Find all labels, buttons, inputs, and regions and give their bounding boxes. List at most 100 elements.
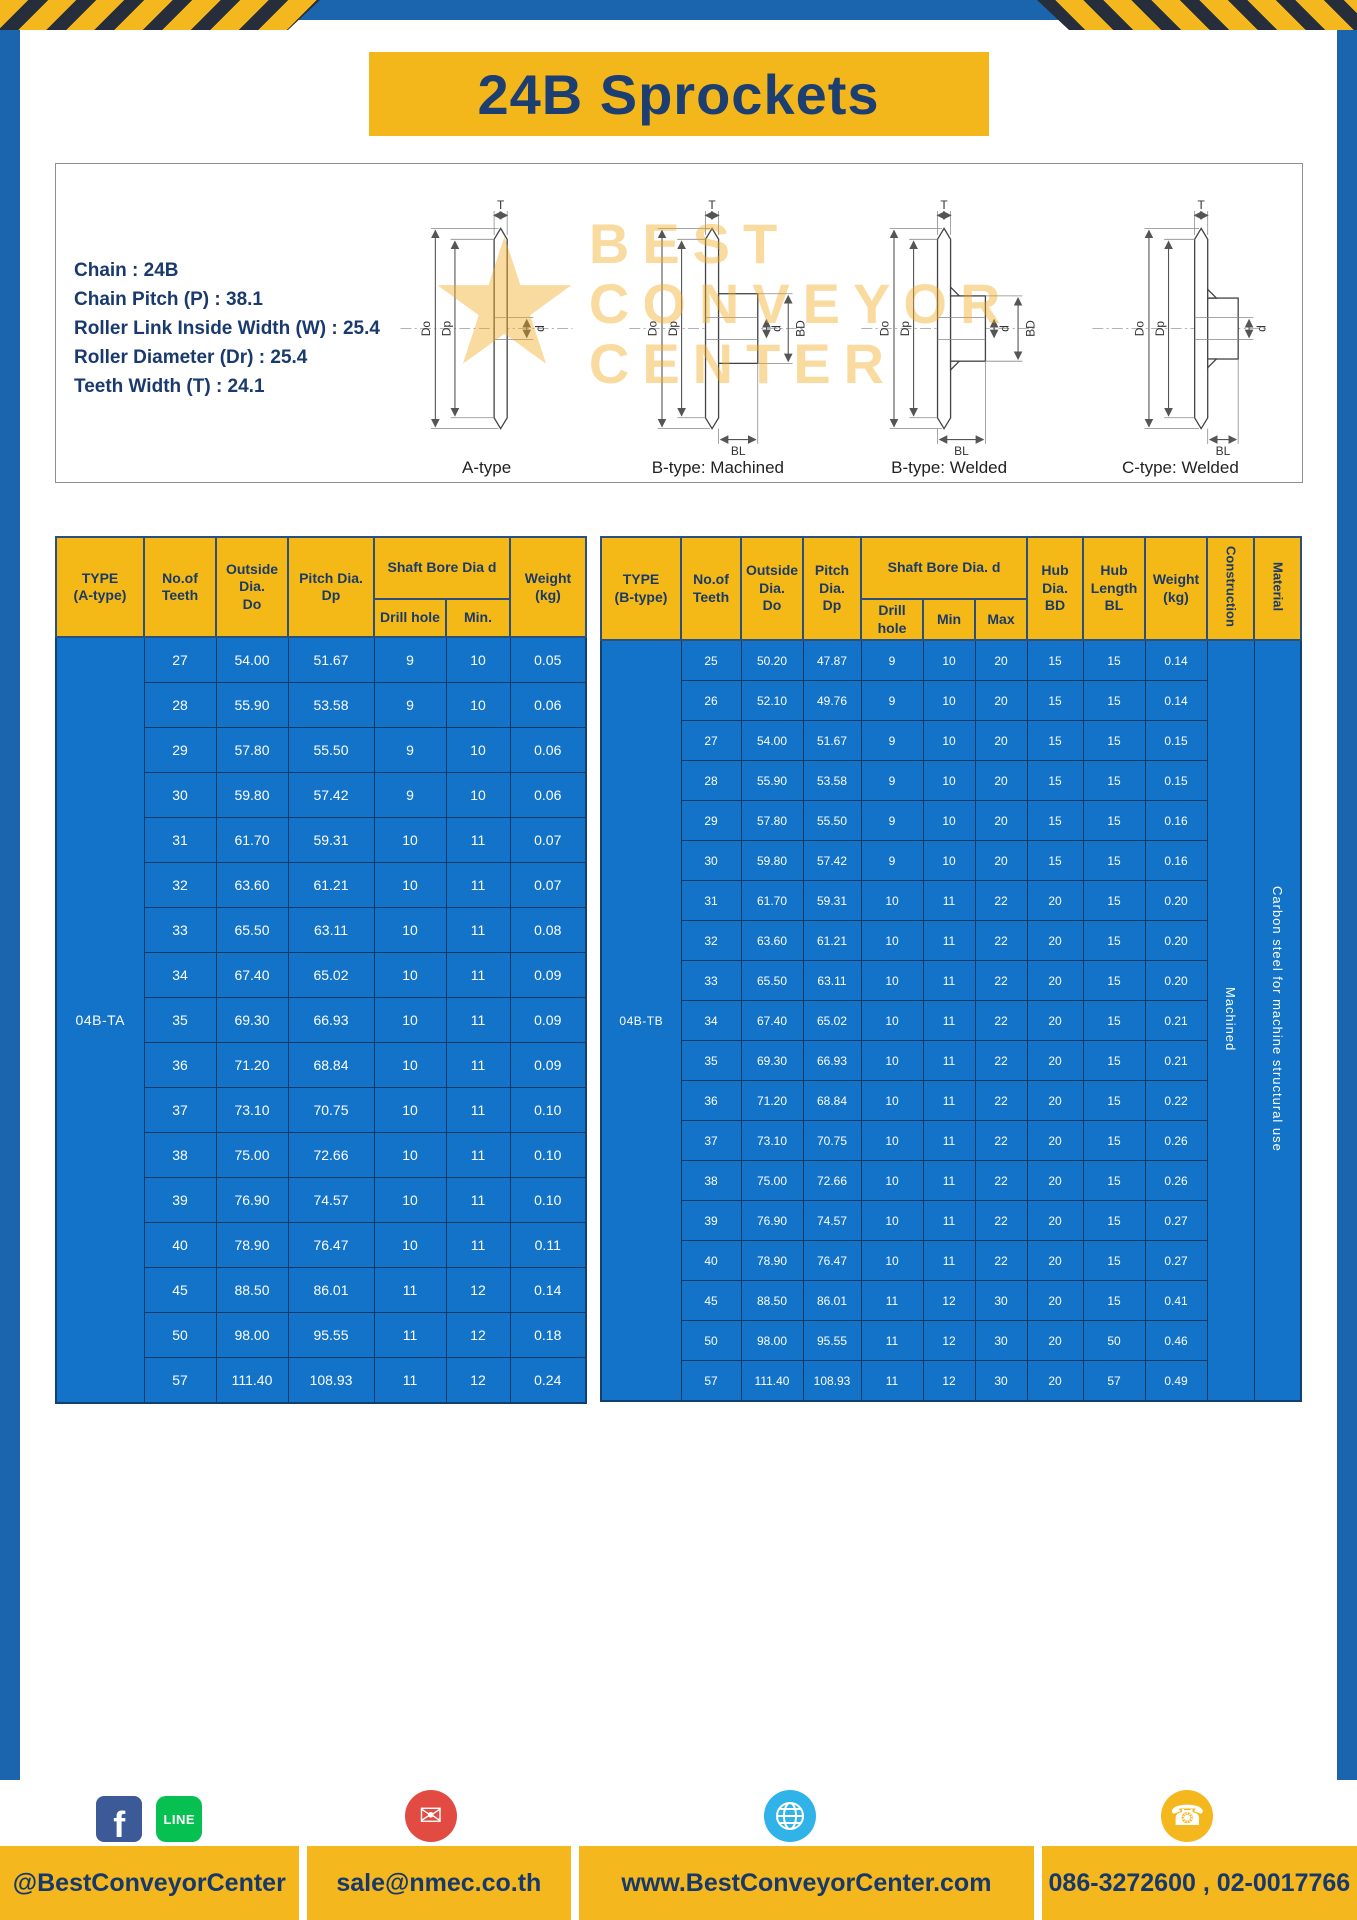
material-cell: Carbon steel for machine structural use: [1253, 639, 1302, 1402]
table-row: 04B-TB 25 50.20 47.87 9 10 20 15 15 0.14 Machined C…: [600, 639, 1302, 1402]
table-cell: 55.90: [740, 760, 804, 801]
table-cell: 22: [974, 920, 1028, 961]
table-cell: 10: [373, 952, 447, 998]
table-cell: 0.27: [1144, 1240, 1208, 1281]
table-cell: 12: [445, 1312, 511, 1358]
table-cell: 9: [373, 682, 447, 728]
table-cell: 15: [1082, 920, 1146, 961]
table-cell: 20: [1026, 1320, 1084, 1361]
table-cell: 9: [860, 840, 924, 881]
table-a-body: 04B-TA 27 54.00 51.67 9 10 0.05 28 55.90 53.58 9 10…: [55, 636, 587, 1404]
dim-label-d: d: [533, 325, 547, 332]
table-row: 40 78.90 76.47 10 11 0.11: [56, 1222, 587, 1268]
table-cell: 10: [922, 760, 976, 801]
table-cell: 0.22: [1144, 1080, 1208, 1121]
drawing-panel: ★ BEST CONVEYOR CENTER Chain : 24B Chain…: [55, 163, 1303, 483]
table-cell: 10: [373, 817, 447, 863]
table-cell: 69.30: [215, 997, 289, 1043]
table-cell: 40: [680, 1240, 742, 1281]
table-cell: 15: [1082, 680, 1146, 721]
col-header-pitch-dia: Pitch Dia. Dp: [287, 536, 375, 638]
table-cell: 15: [1082, 720, 1146, 761]
table-cell: 11: [445, 1222, 511, 1268]
figure-b-type-machined: T Do Dp d BD: [602, 174, 833, 478]
table-cell: 52.10: [740, 680, 804, 721]
title-banner: 24B Sprockets: [368, 52, 989, 136]
table-row: 45 88.50 86.01 11 12 30 20 15 0.41: [601, 1280, 1301, 1321]
table-cell: 86.01: [802, 1280, 862, 1321]
table-row: 36 71.20 68.84 10 11 0.09: [56, 1042, 587, 1088]
dim-label-do: Do: [1132, 321, 1146, 337]
table-cell: 0.21: [1144, 1040, 1208, 1081]
table-cell: 66.93: [802, 1040, 862, 1081]
table-cell: 10: [445, 636, 511, 683]
table-cell: 0.20: [1144, 920, 1208, 961]
col-header-min: Min.: [445, 598, 511, 638]
table-cell: 86.01: [287, 1267, 375, 1313]
table-cell: 31: [680, 880, 742, 921]
table-cell: 55.50: [287, 727, 375, 773]
table-row: 28 55.90 53.58 9 10 20 15 15 0.15: [601, 760, 1301, 801]
table-cell: 9: [860, 639, 924, 681]
table-cell: 12: [922, 1360, 976, 1402]
table-cell: 20: [1026, 1360, 1084, 1402]
table-row: 36 71.20 68.84 10 11 22 20 15 0.22: [601, 1080, 1301, 1121]
table-cell: 69.30: [740, 1040, 804, 1081]
table-cell: 0.07: [509, 862, 587, 908]
table-cell: 59.31: [802, 880, 862, 921]
table-cell: 11: [922, 1240, 976, 1281]
table-cell: 11: [922, 880, 976, 921]
table-cell: 9: [860, 760, 924, 801]
table-cell: 11: [445, 1042, 511, 1088]
table-cell: 15: [1026, 639, 1084, 681]
dim-label-bd: BD: [1023, 320, 1037, 337]
table-cell: 111.40: [740, 1360, 804, 1402]
table-cell: 53.58: [287, 682, 375, 728]
table-cell: 38: [143, 1132, 217, 1178]
table-cell: 12: [922, 1280, 976, 1321]
table-row: 27 54.00 51.67 9 10 20 15 15 0.15: [601, 720, 1301, 761]
table-cell: 36: [680, 1080, 742, 1121]
table-cell: 76.47: [287, 1222, 375, 1268]
table-row: 30 59.80 57.42 9 10 0.06: [56, 772, 587, 818]
table-cell: 29: [680, 800, 742, 841]
table-cell: 76.90: [215, 1177, 289, 1223]
table-cell: 0.06: [509, 727, 587, 773]
table-cell: 0.14: [1144, 680, 1208, 721]
drawing-caption-b-type-machined: B-type: Machined: [651, 458, 785, 477]
table-cell: 11: [445, 817, 511, 863]
table-cell: 10: [860, 1160, 924, 1201]
table-cell: 15: [1082, 1240, 1146, 1281]
figure-a-type: T Do Dp d A-type: [371, 174, 602, 478]
table-cell: 22: [974, 1200, 1028, 1241]
col-header-shaft-bore: Shaft Bore Dia d: [373, 536, 511, 600]
footer-email: sale@nmec.co.th: [306, 1846, 572, 1920]
table-cell: 11: [373, 1267, 447, 1313]
col-header-construction: Construction: [1206, 536, 1256, 641]
table-row: 34 67.40 65.02 10 11 0.09: [56, 952, 587, 998]
table-cell: 35: [143, 997, 217, 1043]
table-cell: 10: [922, 840, 976, 881]
table-cell: 11: [445, 907, 511, 953]
footer-facebook-handle: @BestConveyorCenter: [0, 1846, 299, 1920]
table-cell: 0.06: [509, 772, 587, 818]
table-cell: 20: [1026, 1000, 1084, 1041]
table-cell: 10: [922, 680, 976, 721]
table-cell: 12: [445, 1357, 511, 1404]
table-cell: 15: [1026, 840, 1084, 881]
col-header-weight: Weight (kg): [509, 536, 587, 638]
table-cell: 65.02: [802, 1000, 862, 1041]
col-header-hub-length: Hub Length BL: [1082, 536, 1147, 641]
table-cell: 57.42: [287, 772, 375, 818]
table-cell: 0.06: [509, 682, 587, 728]
table-cell: 10: [860, 880, 924, 921]
table-cell: 10: [860, 1120, 924, 1161]
table-row: 39 76.90 74.57 10 11 22 20 15 0.27: [601, 1200, 1301, 1241]
table-cell: 11: [373, 1357, 447, 1404]
table-cell: 68.84: [802, 1080, 862, 1121]
table-row: 29 57.80 55.50 9 10 20 15 15 0.16: [601, 800, 1301, 841]
type-cell: 04B-TA: [55, 636, 145, 1404]
table-cell: 55.50: [802, 800, 862, 841]
table-cell: 9: [860, 800, 924, 841]
table-cell: 0.20: [1144, 880, 1208, 921]
